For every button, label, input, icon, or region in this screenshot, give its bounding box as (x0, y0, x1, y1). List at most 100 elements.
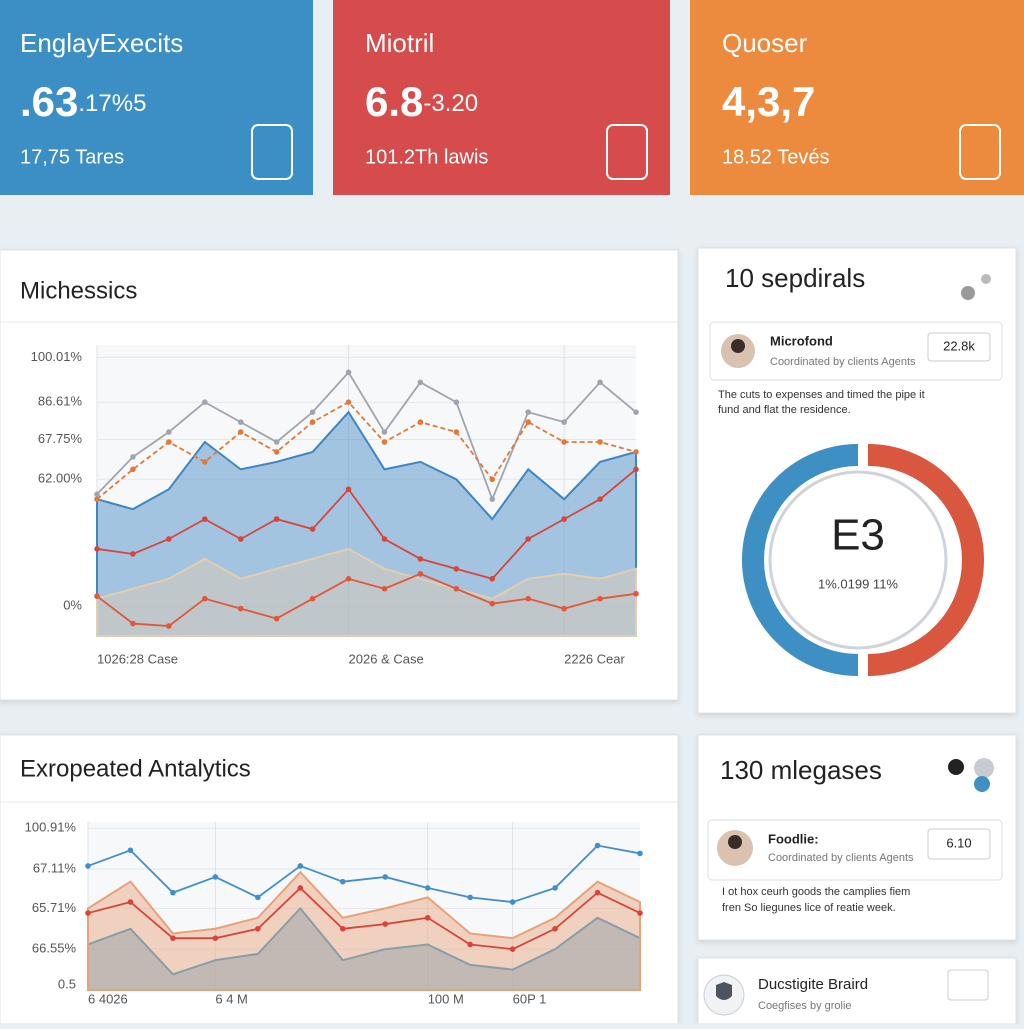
card-icon[interactable] (606, 124, 648, 180)
card-icon[interactable] (251, 124, 293, 180)
donut-caption: 1%.0199 11% (818, 576, 898, 591)
card (690, 0, 1024, 195)
plot-area (88, 822, 640, 990)
point (424, 885, 431, 891)
point (597, 496, 603, 503)
card (0, 0, 313, 195)
point (489, 575, 496, 582)
x-tick-label: 2026 & Case (349, 651, 424, 666)
card-icon[interactable] (959, 124, 1001, 180)
card-caption: 101.2Th lawis (365, 146, 488, 168)
card-caption: 17,75 Tares (20, 146, 124, 168)
dot (974, 776, 990, 792)
panel-title: Michessics (20, 277, 137, 304)
card-value: .63.17%5 (20, 78, 146, 125)
point (202, 516, 208, 522)
point (467, 941, 473, 948)
point (552, 925, 558, 932)
point (166, 439, 172, 445)
point (453, 566, 460, 572)
point (297, 885, 304, 891)
x-tick-label: 2226 Cear (564, 651, 625, 666)
line (96, 401, 637, 500)
point (166, 623, 172, 629)
point (237, 429, 244, 435)
point (633, 466, 639, 473)
y-tick-label: 100.01% (31, 349, 83, 364)
point (417, 379, 424, 386)
point (237, 536, 244, 542)
point (255, 894, 261, 901)
point (453, 399, 460, 406)
point (202, 595, 208, 602)
point (339, 878, 346, 885)
item-sub: Coordinated by clients Agents (768, 852, 914, 864)
x-tick-label: 6 4 M (215, 991, 248, 1006)
y-tick-label: 66.55% (32, 941, 77, 956)
card-title: Quoser (722, 28, 808, 58)
point (453, 429, 460, 435)
point (309, 409, 316, 415)
point (637, 910, 643, 916)
point (255, 925, 261, 932)
value-main: .63 (20, 78, 78, 125)
point (561, 605, 567, 612)
point (212, 935, 219, 941)
point (525, 595, 531, 602)
y-tick-label: 65.71% (32, 900, 77, 915)
area (96, 547, 637, 637)
item-sub: Coegfises by grolie (758, 1000, 852, 1012)
point (417, 571, 424, 577)
point (127, 899, 134, 905)
action-button[interactable] (947, 969, 989, 1001)
line (96, 468, 637, 580)
avatar-hair (731, 339, 745, 353)
description: I ot hox ceurh goods the camplies fiem (722, 886, 910, 898)
point (381, 536, 388, 542)
value-box (927, 332, 991, 362)
point (273, 449, 280, 455)
point (489, 600, 496, 607)
point (212, 874, 219, 880)
point (637, 850, 643, 857)
point (339, 925, 346, 932)
point (382, 921, 389, 927)
card-caption: 18.52 Tevés (722, 146, 830, 168)
x-tick-label: 60P 1 (513, 991, 547, 1006)
donut-segment (742, 444, 859, 676)
point (633, 590, 639, 597)
point (489, 496, 496, 503)
point (509, 946, 516, 952)
point (273, 439, 280, 445)
point (85, 910, 91, 916)
point (453, 585, 460, 592)
point (417, 556, 424, 562)
item-value: 22.8k (943, 338, 975, 353)
point (170, 889, 176, 896)
point (561, 439, 567, 445)
point (309, 419, 316, 425)
point (597, 379, 603, 386)
panel-title: 10 sepdirals (725, 263, 865, 293)
x-tick-label: 6 4026 (88, 991, 128, 1006)
y-tick-label: 67.11% (33, 861, 77, 876)
card-value: 6.8-3.20 (365, 78, 478, 125)
point (633, 449, 639, 455)
avatar-hair (728, 835, 742, 849)
point (525, 409, 531, 415)
y-tick-label: 62.00% (38, 471, 83, 486)
point (273, 516, 280, 522)
item-name: Ducstigite Braird (758, 976, 868, 993)
point (597, 595, 603, 602)
point (417, 419, 424, 425)
value-main: 4,3,7 (722, 78, 815, 125)
point (309, 595, 316, 602)
point (381, 585, 388, 592)
value-main: 6.8 (365, 78, 423, 125)
point (381, 439, 388, 445)
item-name: Foodlie: (768, 831, 819, 846)
y-tick-label: 86.61% (38, 394, 83, 409)
dot (961, 286, 975, 300)
side-panel (697, 247, 1017, 714)
